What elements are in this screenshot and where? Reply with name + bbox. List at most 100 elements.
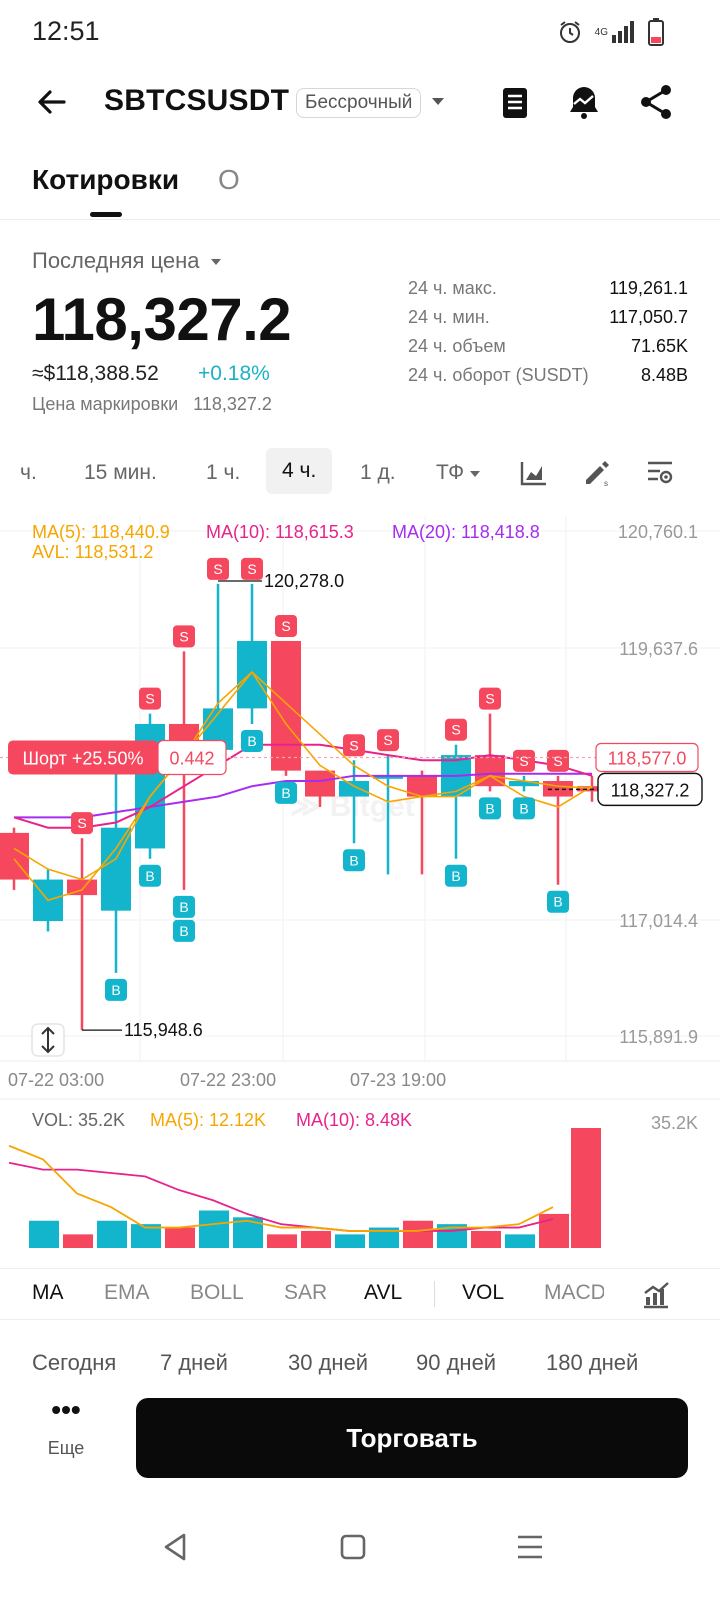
symbol-title[interactable]: SBTCSUSDT xyxy=(104,84,290,117)
volume-bar xyxy=(301,1230,331,1248)
period-180d[interactable]: 180 дней xyxy=(546,1350,639,1375)
price-change: +0.18% xyxy=(198,362,270,385)
indicator-macd[interactable]: MACD xyxy=(544,1281,604,1304)
buy-signal-marker: B xyxy=(513,797,535,820)
period-today[interactable]: Сегодня xyxy=(32,1350,117,1375)
timeframe-1h[interactable]: 1 ч. xyxy=(206,461,241,484)
avl-line xyxy=(13,670,593,881)
more-button[interactable]: ••• Еще xyxy=(44,1396,88,1459)
buy-signal-marker: B xyxy=(173,895,195,918)
svg-text:B: B xyxy=(281,785,290,801)
indicator-ma[interactable]: MA xyxy=(32,1281,64,1304)
nav-menu-icon[interactable] xyxy=(516,1534,544,1560)
buy-signal-marker: B xyxy=(445,864,467,887)
tabs: Котировки О xyxy=(0,150,720,220)
indicator-vol[interactable]: VOL xyxy=(462,1281,505,1304)
indicator-settings-icon[interactable] xyxy=(642,1281,670,1309)
last-price-label: Последняя цена xyxy=(32,248,200,273)
period-7d[interactable]: 7 дней xyxy=(160,1350,228,1375)
contract-type-badge: Бессрочный xyxy=(296,88,422,118)
candle-body xyxy=(67,879,97,896)
buy-signal-marker: B xyxy=(547,890,569,913)
chart-canvas[interactable]: ≫ Bitget120,760.1119,637.6117,014.4115,8… xyxy=(0,516,720,1256)
indicator-ema[interactable]: EMA xyxy=(104,1281,150,1304)
orderbook-icon[interactable] xyxy=(500,86,530,120)
timeframe-partial[interactable]: ч. xyxy=(20,461,37,484)
mark-price: Цена маркировки 118,327.2 xyxy=(32,394,272,415)
buy-signal-marker: B xyxy=(479,797,501,820)
ma20-line xyxy=(14,772,592,819)
share-icon[interactable] xyxy=(638,84,674,120)
svg-text:s: s xyxy=(604,479,608,488)
active-tab-indicator xyxy=(90,212,122,217)
chevron-down-icon[interactable] xyxy=(430,96,446,108)
sell-signal-marker: S xyxy=(547,749,569,772)
indicator-bar: MA EMA BOLL SAR AVL VOL MACD xyxy=(0,1268,720,1320)
drawing-tool-icon[interactable]: s xyxy=(582,458,612,488)
price-alert-icon[interactable] xyxy=(566,84,602,120)
timeframe-more[interactable]: ТФ xyxy=(436,461,481,485)
buy-signal-marker: B xyxy=(139,864,161,887)
svg-text:B: B xyxy=(519,800,528,816)
period-90d[interactable]: 90 дней xyxy=(416,1350,497,1375)
y-axis-label: 115,891.9 xyxy=(619,1027,698,1047)
svg-text:S: S xyxy=(247,561,256,577)
indicator-boll[interactable]: BOLL xyxy=(190,1281,244,1304)
timeframe-15m[interactable]: 15 мин. xyxy=(84,461,157,484)
position-price-tag xyxy=(595,742,699,773)
volume-label: VOL: 35.2K xyxy=(32,1110,125,1130)
price-chart[interactable]: ≫ Bitget 120,760.1 119,637.6 117,014.4 115,8… xyxy=(0,516,720,1256)
buy-signal-marker: B xyxy=(105,978,127,1001)
candle-body xyxy=(271,640,301,771)
volume-bar xyxy=(471,1230,501,1248)
tab-quotes[interactable]: Котировки xyxy=(32,164,180,195)
stat-24h-high: 24 ч. макс. 119,261.1 xyxy=(408,278,688,298)
timeframe-bar: ч. 15 мин. 1 ч. 4 ч. 1 д. ТФ s xyxy=(0,448,720,504)
chart-settings-icon[interactable] xyxy=(646,460,674,486)
y-axis-label: 120,760.1 xyxy=(618,522,698,542)
sell-signal-marker: S xyxy=(275,614,297,637)
svg-text:S: S xyxy=(77,815,86,831)
volume-bar xyxy=(165,1227,195,1248)
indicator-avl[interactable]: AVL xyxy=(364,1281,403,1304)
avl-legend: AVL: 118,531.2 xyxy=(32,542,153,562)
buy-signal-marker: B xyxy=(173,919,195,942)
svg-text:S: S xyxy=(349,737,358,753)
svg-text:B: B xyxy=(179,923,188,939)
indicator-sar[interactable]: SAR xyxy=(284,1281,328,1304)
volume-bar xyxy=(403,1220,433,1248)
sell-signal-marker: S xyxy=(241,557,263,580)
bottom-actions: ••• Еще Торговать xyxy=(0,1396,720,1488)
svg-text:S: S xyxy=(179,628,188,644)
network-label: 4G xyxy=(594,26,608,38)
nav-back-icon[interactable] xyxy=(160,1532,190,1562)
caret-down-icon xyxy=(470,471,481,477)
sell-signal-marker: S xyxy=(445,718,467,741)
high-label: 120,278.0 xyxy=(264,571,344,591)
candle-body xyxy=(237,640,267,709)
period-30d[interactable]: 30 дней xyxy=(288,1350,369,1375)
trade-button[interactable]: Торговать xyxy=(136,1398,688,1478)
chart-type-icon[interactable] xyxy=(520,460,548,486)
sell-signal-marker: S xyxy=(139,687,161,710)
volume-bar xyxy=(267,1234,297,1248)
x-axis-label: 07-22 03:00 xyxy=(8,1070,104,1090)
tab-about[interactable]: О xyxy=(218,164,240,195)
buy-signal-marker: B xyxy=(275,781,297,804)
timeframe-4h[interactable]: 4 ч. xyxy=(266,448,333,494)
volume-bar xyxy=(29,1220,59,1248)
stats-panel: 24 ч. макс. 119,261.1 24 ч. мин. 117,050.7… xyxy=(408,278,688,394)
back-arrow-icon[interactable] xyxy=(36,86,68,118)
y-axis-label: 119,637.6 xyxy=(619,639,698,659)
position-tag xyxy=(8,740,158,775)
x-axis-label: 07-23 19:00 xyxy=(350,1070,446,1090)
timeframe-1d[interactable]: 1 д. xyxy=(360,461,396,484)
sell-signal-marker: S xyxy=(377,729,399,752)
position-size-label: 0.442 xyxy=(169,748,214,768)
last-price-selector[interactable]: Последняя цена xyxy=(32,248,222,274)
sell-signal-marker: S xyxy=(207,557,229,580)
volume-bar xyxy=(131,1224,161,1248)
nav-home-icon[interactable] xyxy=(340,1534,366,1560)
position-price-label: 118,577.0 xyxy=(608,748,687,768)
ma5-legend: MA(5): 118,440.9 xyxy=(32,522,170,542)
